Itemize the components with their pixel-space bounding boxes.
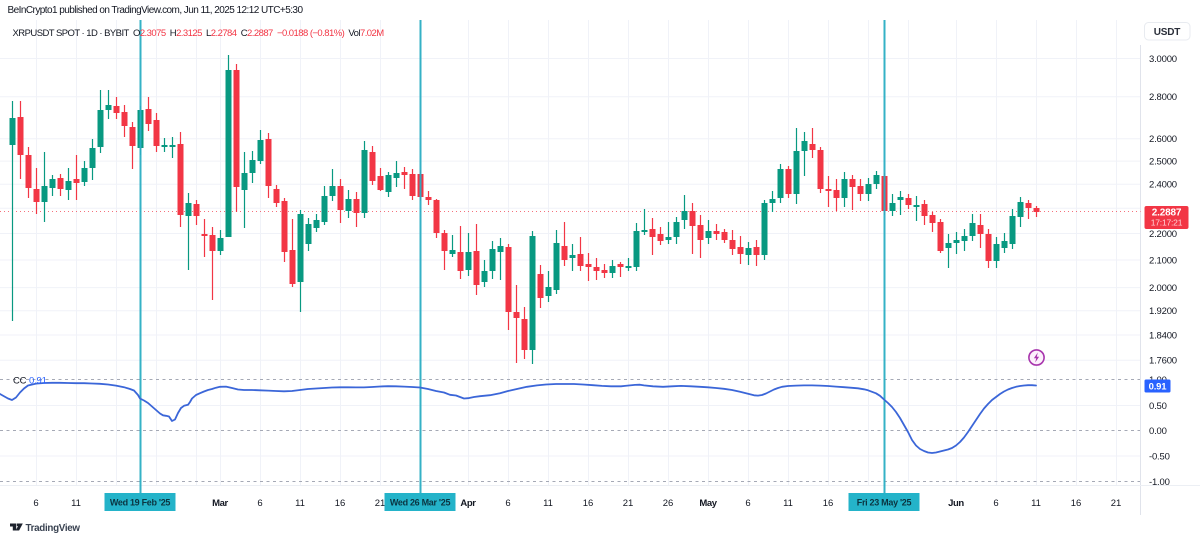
svg-text:3.0000: 3.0000: [1149, 54, 1177, 65]
svg-text:Mar: Mar: [212, 498, 228, 509]
svg-text:0.91: 0.91: [1149, 381, 1168, 392]
svg-text:6: 6: [505, 498, 510, 509]
svg-text:2.2000: 2.2000: [1149, 229, 1177, 240]
svg-text:16: 16: [583, 498, 594, 509]
svg-text:May: May: [699, 498, 717, 509]
svg-text:11: 11: [1031, 498, 1041, 509]
svg-text:6: 6: [993, 498, 998, 509]
svg-text:0.50: 0.50: [1149, 401, 1167, 412]
svg-text:1.7600: 1.7600: [1149, 356, 1177, 367]
svg-text:16: 16: [1071, 498, 1082, 509]
svg-text:0.91: 0.91: [29, 376, 47, 387]
svg-text:-0.50: -0.50: [1149, 451, 1170, 462]
svg-text:2.5000: 2.5000: [1149, 157, 1177, 168]
svg-text:Fri 23 May '25: Fri 23 May '25: [857, 498, 912, 508]
svg-text:11: 11: [295, 498, 305, 509]
svg-text:6: 6: [257, 498, 262, 509]
svg-text:21: 21: [375, 498, 386, 509]
svg-text:-1.00: -1.00: [1149, 477, 1170, 488]
svg-text:1.8400: 1.8400: [1149, 330, 1177, 341]
svg-text:2.8000: 2.8000: [1149, 92, 1177, 103]
svg-text:Apr: Apr: [460, 498, 476, 509]
svg-text:2.2887: 2.2887: [1152, 208, 1182, 219]
svg-text:2.4000: 2.4000: [1149, 180, 1177, 191]
svg-text:Wed 19 Feb '25: Wed 19 Feb '25: [110, 498, 171, 508]
svg-text:16: 16: [335, 498, 346, 509]
svg-text:21: 21: [623, 498, 634, 509]
svg-text:6: 6: [745, 498, 750, 509]
svg-text:17:17:21: 17:17:21: [1151, 218, 1183, 228]
svg-text:16: 16: [823, 498, 834, 509]
svg-text:Wed 26 Mar '25: Wed 26 Mar '25: [390, 498, 451, 508]
svg-text:1.9200: 1.9200: [1149, 306, 1177, 317]
svg-text:TradingView: TradingView: [26, 523, 81, 534]
svg-text:2.1000: 2.1000: [1149, 255, 1177, 266]
svg-text:11: 11: [71, 498, 81, 509]
svg-text:11: 11: [543, 498, 553, 509]
svg-text:21: 21: [1111, 498, 1122, 509]
svg-text:2.0000: 2.0000: [1149, 283, 1177, 294]
svg-text:CC: CC: [13, 376, 27, 387]
svg-text:2.6000: 2.6000: [1149, 134, 1177, 145]
svg-text:0.00: 0.00: [1149, 426, 1167, 437]
svg-text:26: 26: [663, 498, 674, 509]
svg-text:6: 6: [33, 498, 38, 509]
svg-text:USDT: USDT: [1154, 27, 1181, 38]
svg-text:Jun: Jun: [948, 498, 964, 509]
svg-text:11: 11: [783, 498, 793, 509]
